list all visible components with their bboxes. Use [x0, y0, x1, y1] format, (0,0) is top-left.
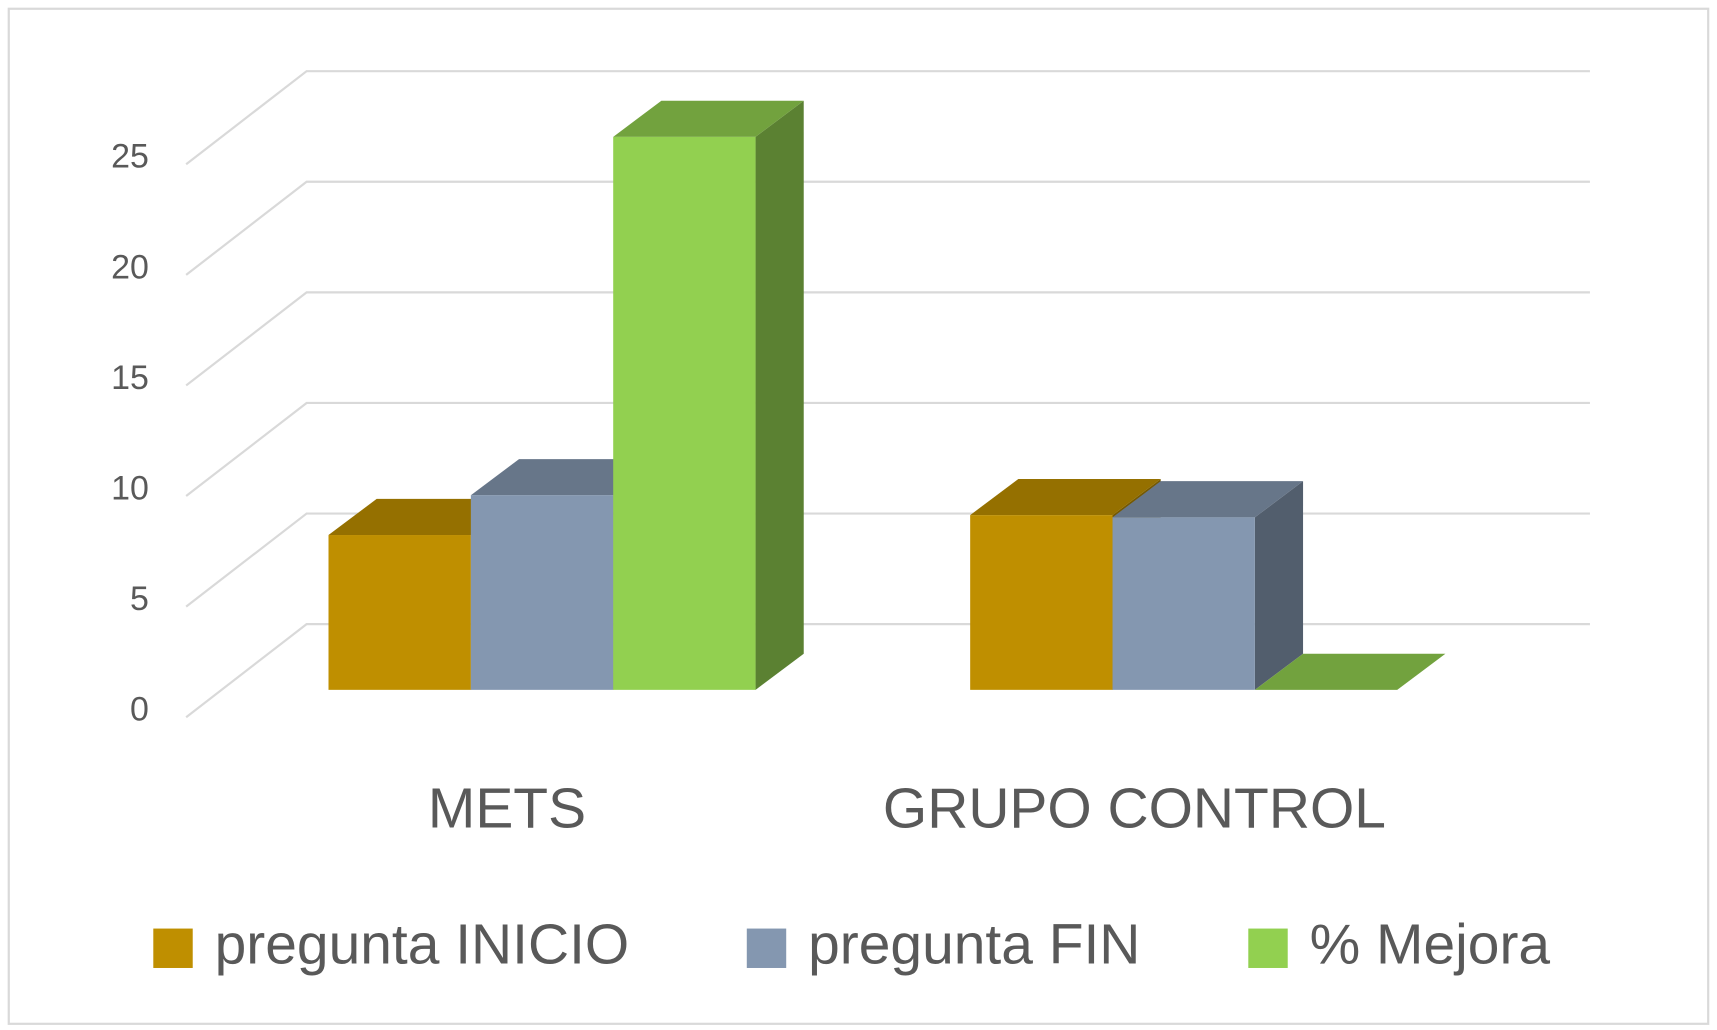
- y-tick-label: 0: [130, 691, 149, 729]
- bar: [1112, 517, 1255, 690]
- y-tick-label: 15: [111, 359, 149, 397]
- y-tick-label: 5: [130, 580, 149, 618]
- legend-swatch: [746, 928, 787, 968]
- bar: [328, 535, 471, 690]
- bar-top: [970, 478, 1161, 516]
- legend-swatch: [1248, 928, 1288, 968]
- chart-border: [7, 7, 1710, 1025]
- y-tick-label: 10: [111, 470, 149, 508]
- bar-top: [1112, 481, 1304, 518]
- bar-side: [1254, 481, 1304, 690]
- legend-swatch: [153, 928, 193, 968]
- bar-top: [1254, 653, 1446, 690]
- bar: [970, 515, 1113, 690]
- chart-area: 0 5 10 15 20 25 METS GRUPO CONTROL pregunta INIC…: [7, 7, 1710, 1025]
- legend-label: pregunta FIN: [808, 912, 1140, 976]
- y-tick-label: 25: [111, 138, 149, 176]
- x-tick-label: METS: [428, 777, 586, 841]
- bar: [613, 136, 756, 690]
- bar: [470, 495, 614, 690]
- y-tick-label: 20: [111, 248, 149, 286]
- grid-line: [185, 180, 1590, 276]
- bar-top: [613, 100, 804, 137]
- legend-label: pregunta INICIO: [215, 912, 630, 976]
- bar-side: [755, 100, 804, 690]
- x-tick-label: GRUPO CONTROL: [883, 777, 1386, 841]
- grid-line: [185, 401, 1590, 497]
- grid-line: [185, 70, 1590, 166]
- legend-label: % Mejora: [1310, 912, 1551, 976]
- grid-line: [185, 291, 1590, 387]
